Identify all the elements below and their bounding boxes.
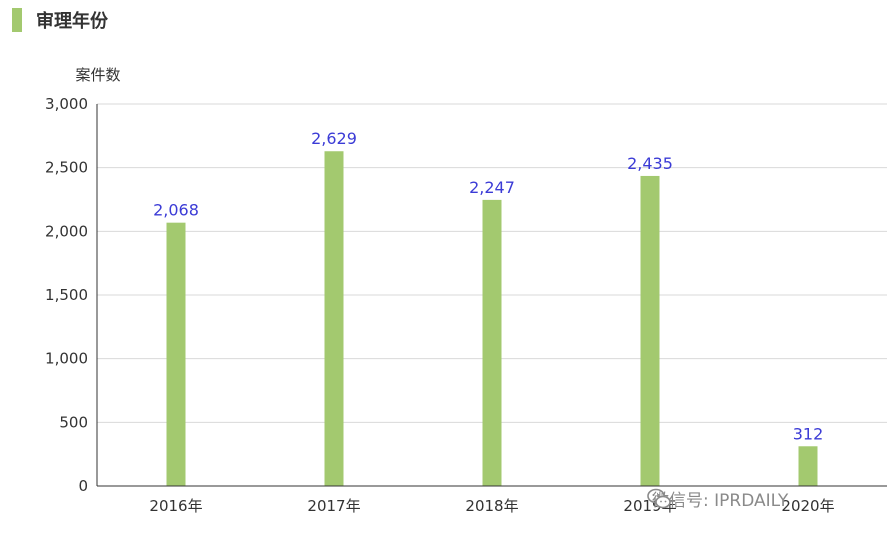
watermark-text: 微信号: IPRDAILY [652, 491, 789, 511]
x-tick-labels: 2016年 2017年 2018年 2019年 2020年 [149, 497, 834, 515]
chart-title: 审理年份 [36, 11, 108, 32]
data-label: 2,247 [469, 178, 515, 197]
data-labels: 2,068 2,629 2,247 2,435 312 [153, 129, 823, 443]
chart-header: 审理年份 [12, 8, 108, 32]
y-tick-label: 2,500 [45, 159, 88, 177]
wechat-icon [647, 488, 671, 509]
x-tick-label: 2016年 [149, 497, 202, 515]
bars [166, 151, 818, 486]
x-tick-label: 2018年 [465, 497, 518, 515]
bar [166, 222, 186, 486]
y-tick-label: 0 [78, 477, 88, 495]
bar [640, 175, 660, 486]
y-tick-label: 3,000 [45, 95, 88, 113]
bar [798, 446, 818, 486]
x-tick-label: 2017年 [307, 497, 360, 515]
watermark: 微信号: IPRDAILY [646, 486, 788, 511]
data-label: 2,629 [311, 129, 357, 148]
data-label: 2,435 [627, 154, 673, 173]
y-tick-label: 1,000 [45, 350, 88, 368]
y-tick-labels: 0 500 1,000 1,500 2,000 2,500 3,000 [45, 95, 88, 495]
data-label: 2,068 [153, 201, 199, 220]
y-tick-label: 500 [59, 413, 88, 431]
header-accent-bar [12, 8, 22, 32]
bar [324, 151, 344, 486]
bar [482, 199, 502, 486]
x-tick-label: 2020年 [781, 497, 834, 515]
y-tick-label: 2,000 [45, 222, 88, 240]
y-tick-label: 1,500 [45, 286, 88, 304]
y-axis-label: 案件数 [75, 66, 120, 84]
data-label: 312 [793, 424, 824, 443]
